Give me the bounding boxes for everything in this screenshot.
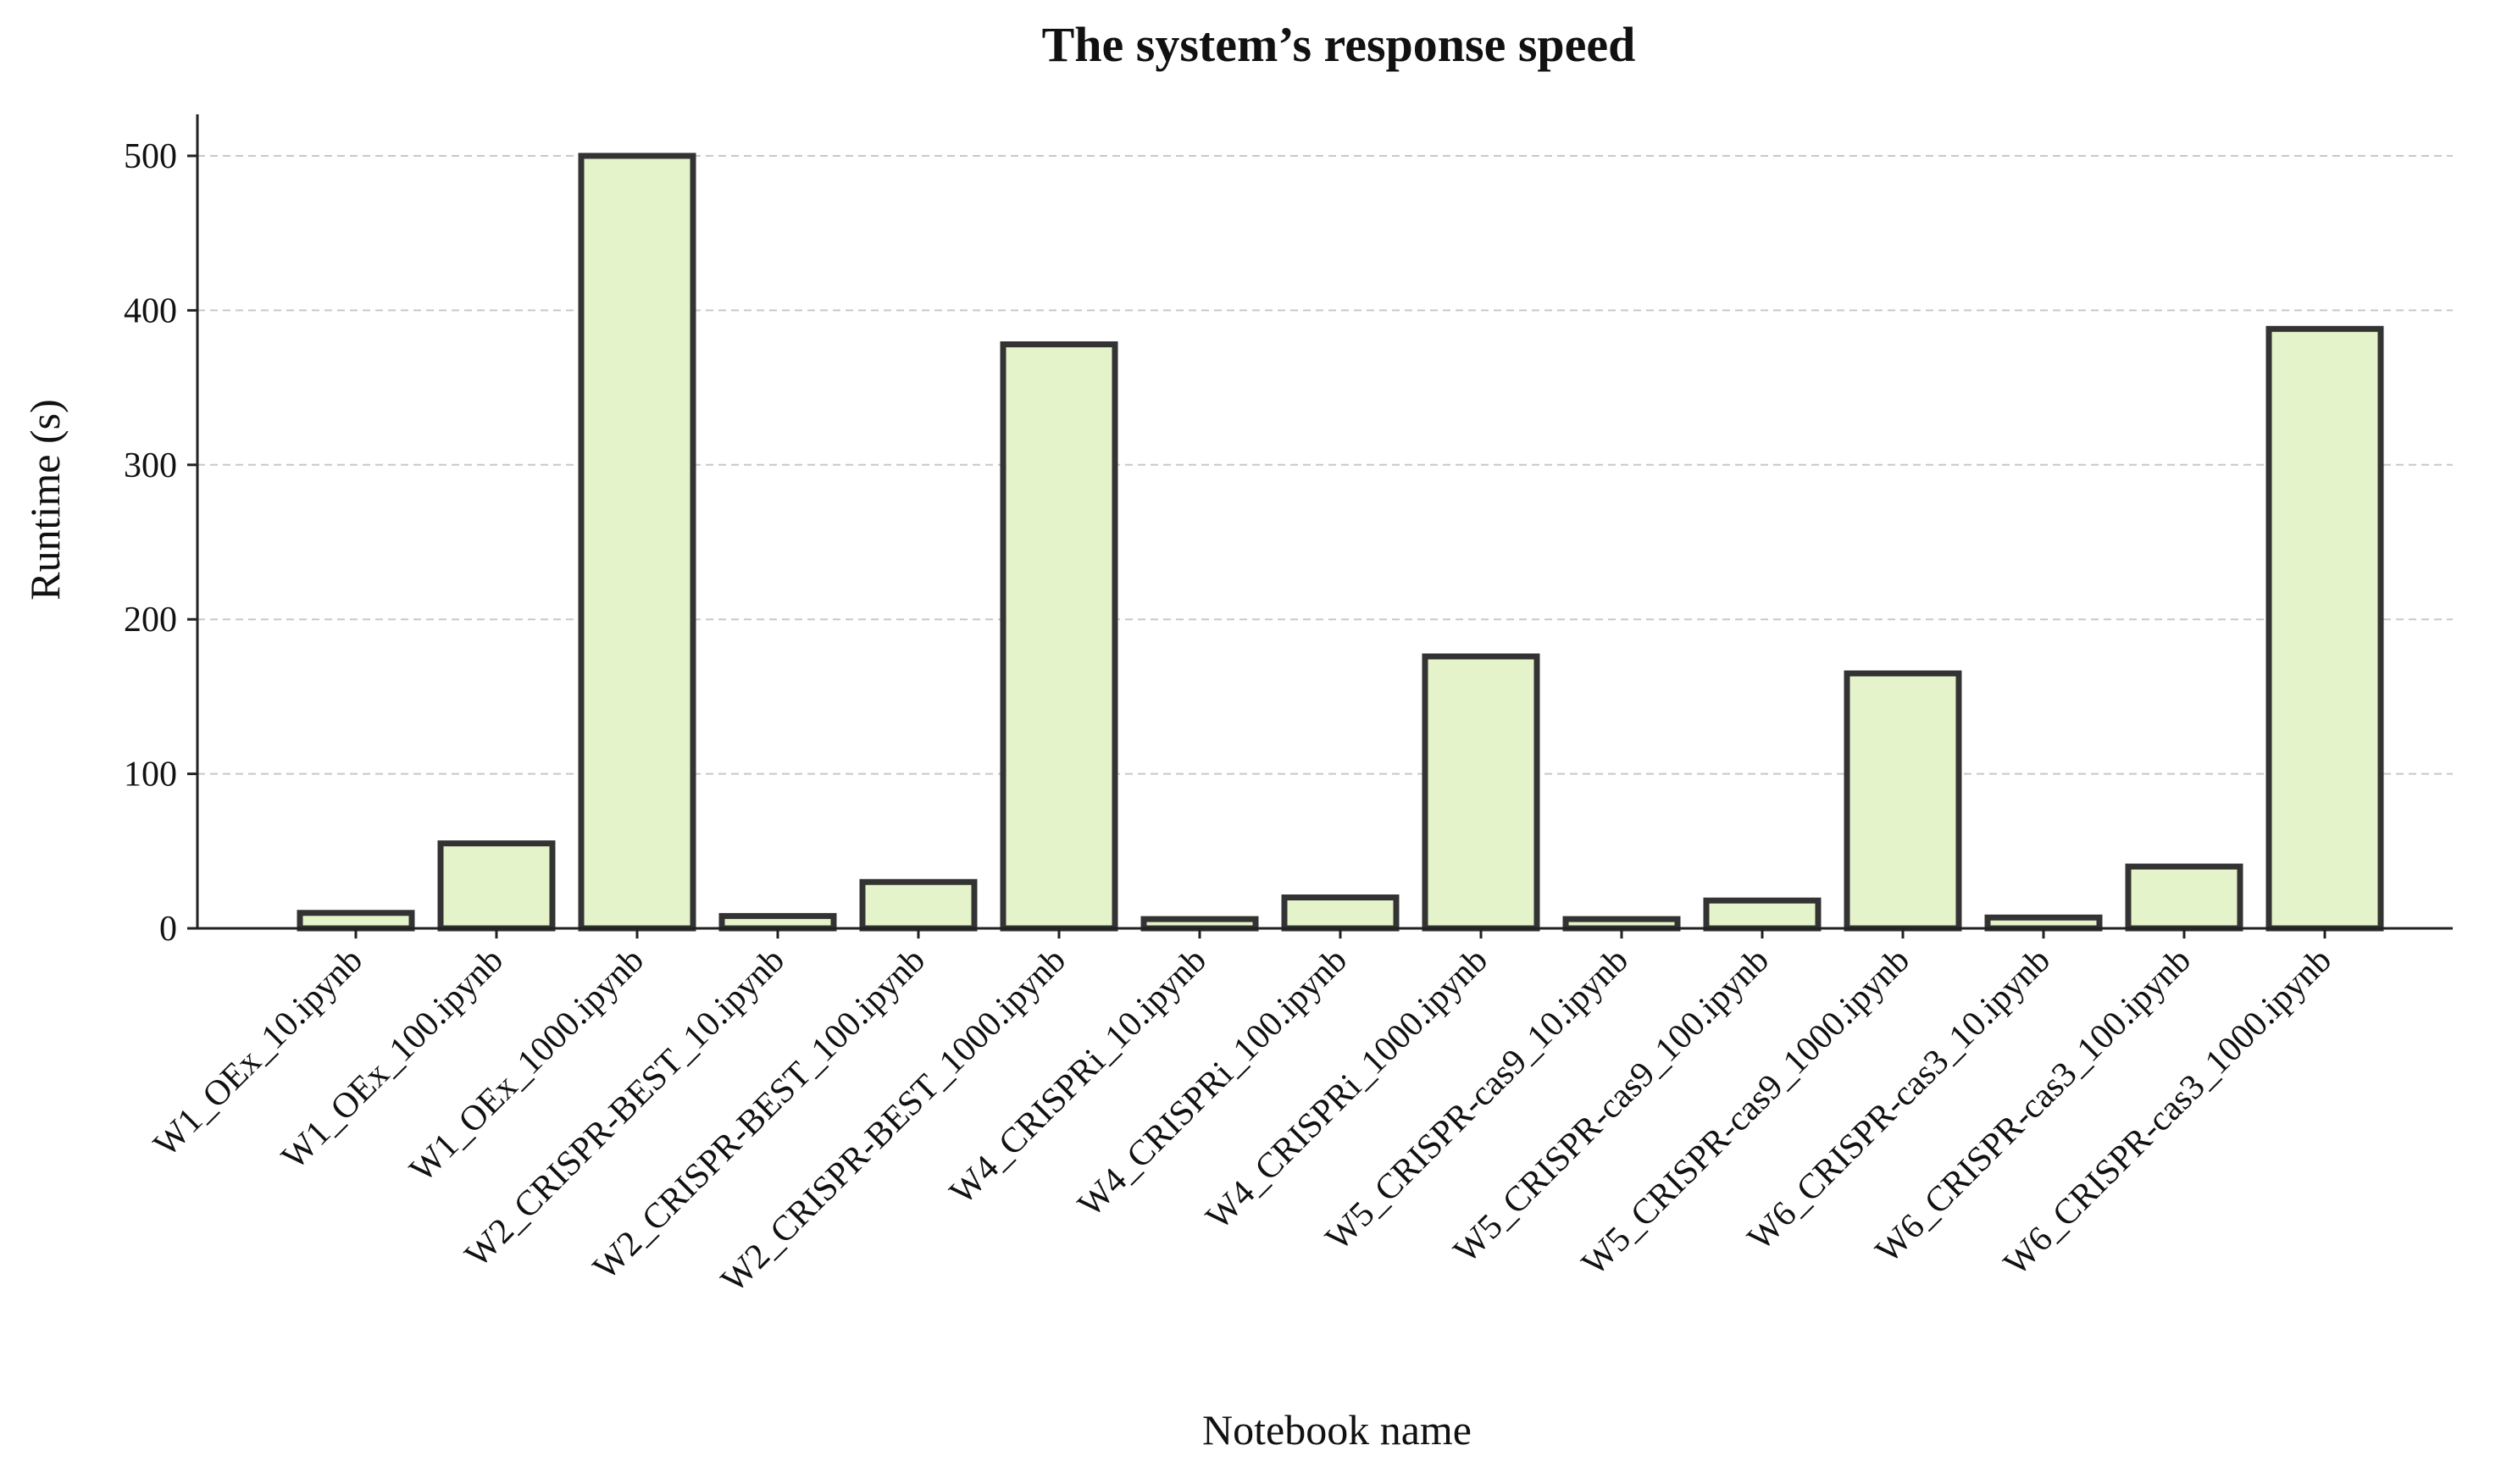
y-tick-label: 100 [124, 756, 177, 795]
bar [2265, 325, 2384, 932]
bar [1140, 916, 1259, 932]
y-axis-label: Runtime (s) [21, 399, 69, 600]
chart-title: The system’s response speed [1042, 17, 1636, 72]
y-tick-label: 0 [159, 910, 177, 949]
gridlines [197, 155, 2453, 775]
bar [1844, 670, 1962, 932]
bar [1984, 914, 2103, 932]
axes [196, 114, 2453, 930]
bar [859, 878, 978, 932]
y-ticks: 0 100 200 300 400 500 [124, 137, 197, 949]
bar [1422, 653, 1540, 932]
x-tick-label: W4_CRISPRi_10.ipynb [943, 941, 1214, 1212]
x-tick-label: W1_OEx_1000.ipynb [402, 941, 652, 1190]
bar [718, 912, 837, 932]
y-tick-label: 300 [124, 446, 177, 485]
bar [437, 840, 556, 932]
y-tick-label: 200 [124, 601, 177, 640]
bar [2125, 863, 2243, 932]
x-tick-label: W4_CRISPRi_1000.ipynb [1199, 941, 1495, 1238]
x-tick-label: W6_CRISPR-cas3_10.ipynb [1740, 941, 2058, 1259]
x-axis-label: Notebook name [1202, 1406, 1472, 1454]
bar [1281, 894, 1400, 932]
bar [1703, 897, 1822, 932]
bar [1562, 916, 1681, 932]
x-tick-label: W4_CRISPRi_100.ipynb [1071, 941, 1355, 1225]
bars [297, 152, 2384, 932]
y-tick-label: 500 [124, 137, 177, 176]
x-ticks: W1_OEx_10.ipynbW1_OEx_100.ipynbW1_OEx_10… [147, 928, 2339, 1300]
bar [1000, 341, 1118, 932]
bar [578, 152, 696, 932]
y-tick-label: 400 [124, 291, 177, 330]
bar [297, 910, 415, 932]
x-tick-label: W5_CRISPR-cas9_10.ipynb [1318, 941, 1636, 1259]
